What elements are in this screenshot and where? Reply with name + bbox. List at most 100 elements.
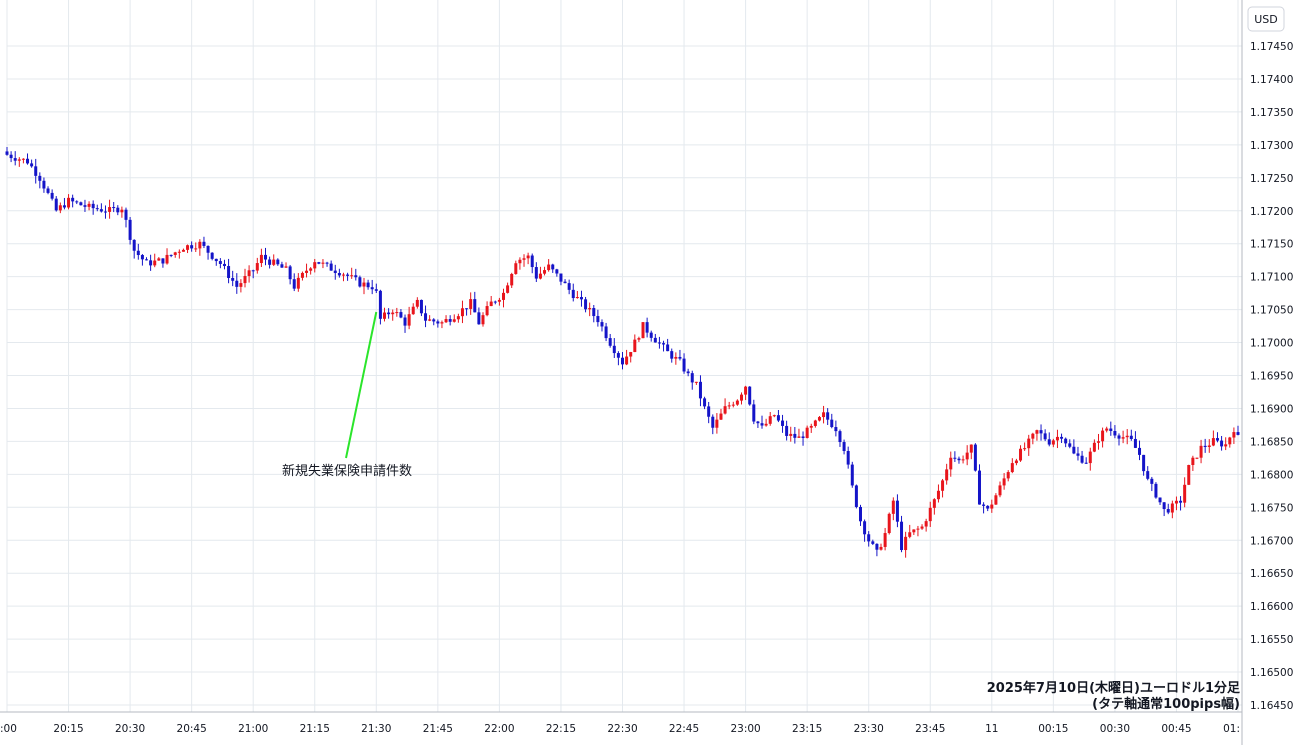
candle-body-down <box>292 279 296 289</box>
candle-body-up <box>1096 441 1100 443</box>
candle <box>1055 429 1059 449</box>
candle <box>567 279 571 295</box>
candle <box>489 295 493 307</box>
candle <box>1002 473 1006 490</box>
candle <box>145 257 149 261</box>
candle-body-up <box>990 504 994 509</box>
candle <box>1207 439 1211 453</box>
candle <box>1199 439 1203 464</box>
candle-body-down <box>251 270 255 272</box>
candle-body-down <box>276 259 280 265</box>
candle <box>362 277 366 295</box>
candle <box>173 251 177 258</box>
candle <box>588 302 592 317</box>
candle-body-up <box>1125 435 1129 438</box>
candle-body-down <box>752 404 756 422</box>
candle-body-down <box>596 316 600 323</box>
candle-body-down <box>34 166 38 176</box>
candle <box>768 411 772 426</box>
candle-body-up <box>772 415 776 417</box>
candle-body-up <box>485 306 489 316</box>
candle-body-down <box>871 541 875 544</box>
candle <box>67 194 71 210</box>
candle-body-up <box>727 405 731 407</box>
candle-body-up <box>452 319 456 322</box>
candle-body-up <box>879 546 883 550</box>
candle <box>477 307 481 325</box>
currency-label: USD <box>1254 13 1278 26</box>
candle-body-up <box>181 249 185 252</box>
candle <box>994 493 998 505</box>
candle-body-up <box>936 490 940 500</box>
candle <box>986 505 990 512</box>
candle-body-up <box>518 259 522 264</box>
candle <box>120 206 124 218</box>
candle <box>698 375 702 407</box>
candle <box>982 502 986 514</box>
candle-body-up <box>87 203 91 207</box>
candle-body-down <box>579 297 583 300</box>
candle <box>592 305 596 323</box>
candle <box>1183 477 1187 508</box>
candle-body-up <box>341 274 345 276</box>
candle-body-down <box>682 358 686 372</box>
candle <box>1195 457 1199 460</box>
candle <box>161 258 165 268</box>
candle-body-down <box>374 289 378 291</box>
candle <box>1158 497 1162 505</box>
candle <box>350 267 354 279</box>
candle <box>756 420 760 428</box>
candle-body-up <box>965 452 969 460</box>
candle <box>411 303 415 315</box>
candle-body-down <box>867 534 871 542</box>
candle <box>493 300 497 305</box>
candle <box>801 431 805 446</box>
candle <box>5 147 9 156</box>
y-tick-label: 1.17300 <box>1250 140 1293 152</box>
currency-badge[interactable] <box>1247 6 1285 32</box>
candle-body-down <box>1109 428 1113 432</box>
candle-body-down <box>9 154 13 159</box>
candle-body-up <box>153 260 157 266</box>
candle-body-down <box>149 260 153 266</box>
candle <box>272 254 276 267</box>
candle <box>776 409 780 423</box>
candle <box>1084 457 1088 465</box>
candle <box>128 217 132 245</box>
candle <box>633 334 637 353</box>
candle-body-up <box>415 299 419 307</box>
candle-body-up <box>637 338 641 340</box>
candle <box>91 200 95 215</box>
candle-body-down <box>1129 435 1133 439</box>
candle <box>662 340 666 352</box>
candle <box>1060 433 1064 443</box>
candle-body-up <box>575 297 579 299</box>
candle <box>181 248 185 252</box>
candle <box>485 301 489 317</box>
candle-body-down <box>711 416 715 428</box>
candle <box>1174 496 1178 511</box>
candle <box>116 205 120 216</box>
candle <box>337 268 341 278</box>
candle <box>957 456 961 464</box>
candle <box>760 415 764 429</box>
candle-body-up <box>440 322 444 324</box>
candle <box>764 418 768 427</box>
candle-body-down <box>551 264 555 270</box>
candle <box>834 420 838 437</box>
candle <box>465 308 469 316</box>
candle <box>1166 503 1170 515</box>
candle <box>953 451 957 462</box>
candle-body-down <box>592 308 596 317</box>
candle-body-up <box>949 457 953 470</box>
candle-body-up <box>904 536 908 551</box>
candle <box>21 158 25 164</box>
candle-body-down <box>608 338 612 346</box>
candle <box>305 263 309 278</box>
x-tick-label: 00:30 <box>1100 723 1130 735</box>
y-tick-label: 1.16550 <box>1250 634 1293 646</box>
y-tick-label: 1.17000 <box>1250 338 1293 350</box>
candle-body-down <box>419 299 423 314</box>
